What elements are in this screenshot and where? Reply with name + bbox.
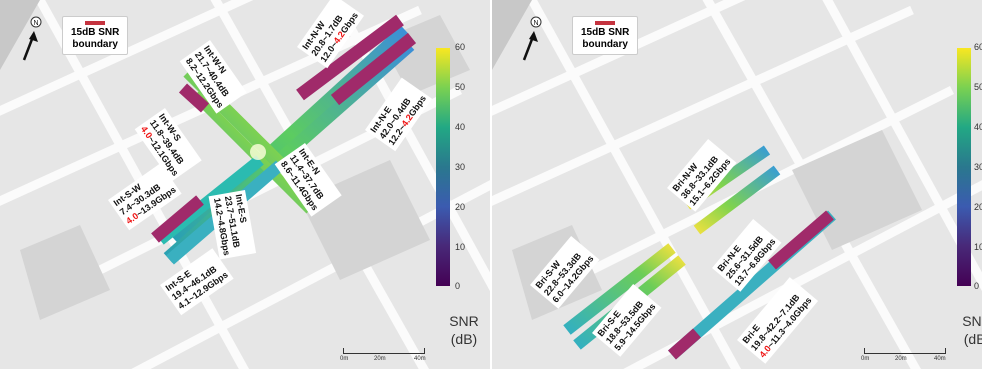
left-map-panel: N 15dB SNR [0,0,490,369]
beam-s-w-beyond [151,195,204,243]
colorbar-tick-20: 20 [455,202,466,212]
beam-w-s-beyond [178,83,210,113]
colorbar [957,48,971,286]
colorbar-title: SNR (dB) [449,313,479,347]
colorbar-tick-10: 10 [974,242,982,252]
colorbar-tick-20: 20 [974,202,982,212]
map-corner-area [492,0,532,70]
boundary-legend-label-1: 15dB SNR [581,27,630,38]
colorbar-tick-60: 60 [974,42,982,52]
north-arrow-icon: N [522,16,542,61]
beam-bri-e-beyond-near [668,328,701,360]
svg-text:N: N [534,20,539,27]
map-corner-area [0,0,40,70]
scale-bar [343,348,425,354]
scale-bar-label-40: 40m [414,356,426,362]
north-arrow-icon: N [22,16,42,61]
boundary-legend: 15dB SNR boundary [62,16,129,55]
colorbar-tick-10: 10 [455,242,466,252]
scale-bar-label-20: 20m [374,356,386,362]
boundary-legend-label-2: boundary [582,39,628,50]
beam-bri-n-e [693,165,781,235]
beam-n-w-beyond [296,14,404,101]
left-map-canvas: N [0,0,490,369]
right-map-panel: N 15dB SNR boundary Bri-N-W 36. [492,0,982,369]
colorbar-tick-30: 30 [974,162,982,172]
colorbar [436,48,450,286]
colorbar-tick-30: 30 [455,162,466,172]
colorbar-tick-40: 40 [974,122,982,132]
boundary-legend-label-1: 15dB SNR [71,27,120,38]
colorbar-tick-50: 50 [974,82,982,92]
scale-bar-label-0: 0m [861,356,870,362]
boundary-legend-line [595,21,616,25]
boundary-legend-label-2: boundary [72,39,118,50]
colorbar-tick-0: 0 [455,281,461,291]
colorbar-tick-50: 50 [455,82,466,92]
colorbar-tick-40: 40 [455,122,466,132]
scale-bar-label-0: 0m [340,356,349,362]
beam-n-e-beyond [330,32,417,106]
colorbar-title: SNR (dB) [962,313,982,347]
colorbar-tick-60: 60 [455,42,466,52]
scale-bar [864,348,946,354]
scale-bar-label-40: 40m [934,356,946,362]
boundary-legend-line [85,21,106,25]
colorbar-tick-0: 0 [974,281,980,291]
boundary-legend: 15dB SNR boundary [572,16,639,55]
right-map-canvas: N [492,0,982,369]
intersection-center [250,144,266,160]
svg-text:N: N [34,20,39,27]
beam-bri-e-beyond [768,210,834,270]
beam-bri-s-w [563,243,676,335]
scale-bar-label-20: 20m [895,356,907,362]
